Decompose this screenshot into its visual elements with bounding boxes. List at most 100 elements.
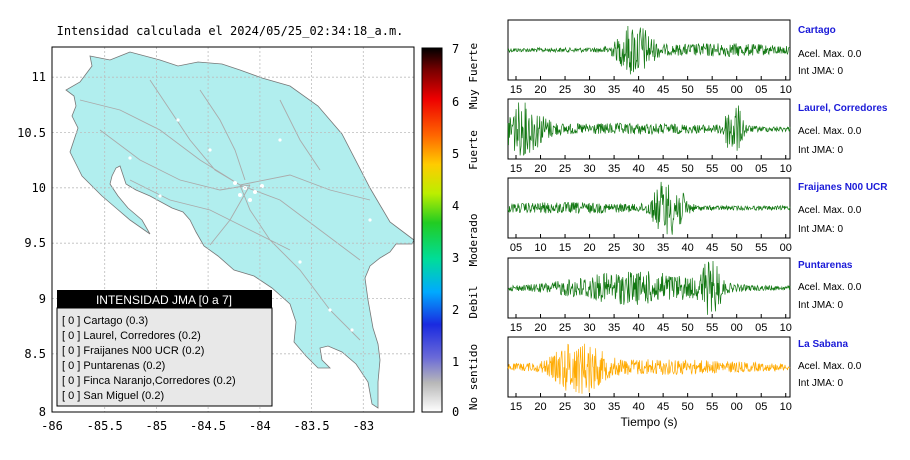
x-tick-label: -83.5 xyxy=(294,419,330,433)
time-tick-label: 55 xyxy=(706,84,718,96)
y-tick-label: 8 xyxy=(39,405,46,419)
legend-entry: [ 0 ] Fraijanes N00 UCR (0.2) xyxy=(62,345,204,357)
class-label: Muy Fuerte xyxy=(467,43,480,109)
time-tick-label: 00 xyxy=(731,322,743,334)
y-tick-label: 9.5 xyxy=(24,236,46,250)
station-accel: Acel. Max. 0.0 xyxy=(798,49,862,60)
station-accel: Acel. Max. 0.0 xyxy=(798,282,862,293)
colorbar-tick: 2 xyxy=(452,303,459,317)
time-tick-label: 35 xyxy=(608,322,620,334)
time-tick-label: 30 xyxy=(632,242,644,254)
colorbar: 7 6 5 4 3 2 1 0 Muy Fuerte Fuerte Modera… xyxy=(421,42,480,419)
station-name: La Sabana xyxy=(798,339,848,350)
legend-entry: [ 0 ] Cartago (0.3) xyxy=(62,315,148,327)
time-ticks: 15 20 25 30 35 40 45 50 55 00 05 10 xyxy=(510,393,792,413)
time-tick-label: 40 xyxy=(632,84,644,96)
colorbar-ticks: 7 6 5 4 3 2 1 0 xyxy=(452,42,459,419)
time-tick-label: 40 xyxy=(632,322,644,334)
time-tick-label: 20 xyxy=(534,163,546,175)
time-tick-label: 30 xyxy=(583,401,595,413)
legend-entry: [ 0 ] San Miguel (0.2) xyxy=(62,390,164,402)
waveform-trace xyxy=(507,343,791,394)
station-intensity: Int JMA: 0 xyxy=(798,300,843,311)
time-tick-label: 50 xyxy=(682,84,694,96)
time-tick-label: 25 xyxy=(608,242,620,254)
time-tick-label: 15 xyxy=(510,84,522,96)
time-tick-label: 00 xyxy=(731,163,743,175)
time-tick-label: 45 xyxy=(657,401,669,413)
class-label: No sentido xyxy=(467,344,480,410)
colorbar-tick: 7 xyxy=(452,42,459,56)
legend-entry: [ 0 ] Finca Naranjo,Corredores (0.2) xyxy=(62,375,236,387)
time-tick-label: 05 xyxy=(755,401,767,413)
x-tick-label: -84 xyxy=(249,419,271,433)
map-panel: -86 -85.5 -85 -84.5 -84 -83.5 -83 11 10.… xyxy=(17,46,415,433)
y-tick-label: 10 xyxy=(32,181,46,195)
time-tick-label: 55 xyxy=(755,242,767,254)
station-accel: Acel. Max. 0.0 xyxy=(798,205,862,216)
colorbar-tick: 5 xyxy=(452,147,459,161)
time-tick-label: 15 xyxy=(559,242,571,254)
colorbar-tick: 6 xyxy=(452,95,459,109)
time-tick-label: 55 xyxy=(706,163,718,175)
waveform-trace xyxy=(507,25,791,75)
y-tick-label: 9 xyxy=(39,292,46,306)
time-tick-label: 30 xyxy=(583,322,595,334)
waveform-trace xyxy=(507,260,791,315)
time-tick-label: 00 xyxy=(731,84,743,96)
time-ticks: 05 10 15 20 25 30 35 40 45 50 55 00 xyxy=(510,234,792,254)
time-tick-label: 10 xyxy=(780,401,792,413)
time-tick-label: 30 xyxy=(583,84,595,96)
x-tick-label: -86 xyxy=(41,419,63,433)
waveform-x-label: Tiempo (s) xyxy=(621,415,678,429)
time-tick-label: 40 xyxy=(632,163,644,175)
time-tick-label: 10 xyxy=(780,163,792,175)
time-tick-label: 05 xyxy=(755,322,767,334)
time-tick-label: 00 xyxy=(780,242,792,254)
time-tick-label: 05 xyxy=(755,163,767,175)
time-ticks: 15 20 25 30 35 40 45 50 55 00 05 10 xyxy=(510,76,792,96)
time-tick-label: 20 xyxy=(534,322,546,334)
station-name: Puntarenas xyxy=(798,260,853,271)
time-tick-label: 50 xyxy=(682,163,694,175)
station-accel: Acel. Max. 0.0 xyxy=(798,361,862,372)
colorbar-tick: 0 xyxy=(452,405,459,419)
road-points xyxy=(128,118,372,332)
time-tick-label: 45 xyxy=(657,322,669,334)
time-tick-label: 50 xyxy=(682,322,694,334)
waveform-panel: 15 20 25 30 35 40 45 50 55 00 05 10 La Sabana Acel.… xyxy=(507,336,862,413)
time-tick-label: 20 xyxy=(534,401,546,413)
waveform-panel: 15 20 25 30 35 40 45 50 55 00 05 10 Laurel, Corredo… xyxy=(507,98,888,175)
station-intensity: Int JMA: 0 xyxy=(798,378,843,389)
figure-title: Intensidad calculada el 2024/05/25_02:34… xyxy=(57,24,404,38)
waveform-trace xyxy=(507,102,791,156)
time-tick-label: 25 xyxy=(559,401,571,413)
waveform-panels: 15 20 25 30 35 40 45 50 55 00 05 10 Cartago Acel. M… xyxy=(507,19,888,429)
time-tick-label: 00 xyxy=(731,401,743,413)
map-legend: INTENSIDAD JMA [0 a 7] [ 0 ] Cartago (0.… xyxy=(56,290,273,407)
time-tick-label: 10 xyxy=(780,322,792,334)
time-tick-label: 20 xyxy=(534,84,546,96)
map-y-ticks: 11 10.5 10 9.5 9 8.5 8 xyxy=(17,70,46,419)
class-label: Moderado xyxy=(467,214,480,267)
x-tick-label: -85 xyxy=(146,419,168,433)
time-tick-label: 20 xyxy=(583,242,595,254)
waveform-panel: 15 20 25 30 35 40 45 50 55 00 05 10 Puntarenas Acel… xyxy=(507,257,862,334)
waveform-trace xyxy=(507,181,791,235)
waveform-panel: 05 10 15 20 25 30 35 40 45 50 55 00 Fraijanes N00 U… xyxy=(507,177,888,254)
station-intensity: Int JMA: 0 xyxy=(798,145,843,156)
time-tick-label: 05 xyxy=(755,84,767,96)
time-tick-label: 25 xyxy=(559,163,571,175)
colorbar-tick: 4 xyxy=(452,199,459,213)
class-label: Debil xyxy=(467,285,480,318)
roads xyxy=(79,79,371,341)
time-ticks: 15 20 25 30 35 40 45 50 55 00 05 10 xyxy=(510,155,792,175)
time-tick-label: 50 xyxy=(682,401,694,413)
time-tick-label: 45 xyxy=(706,242,718,254)
station-intensity: Int JMA: 0 xyxy=(798,66,843,77)
colorbar-gradient xyxy=(421,47,443,413)
costa-rica-landmass xyxy=(65,51,414,409)
legend-entry: [ 0 ] Puntarenas (0.2) xyxy=(62,360,165,372)
time-ticks: 15 20 25 30 35 40 45 50 55 00 05 10 xyxy=(510,314,792,334)
